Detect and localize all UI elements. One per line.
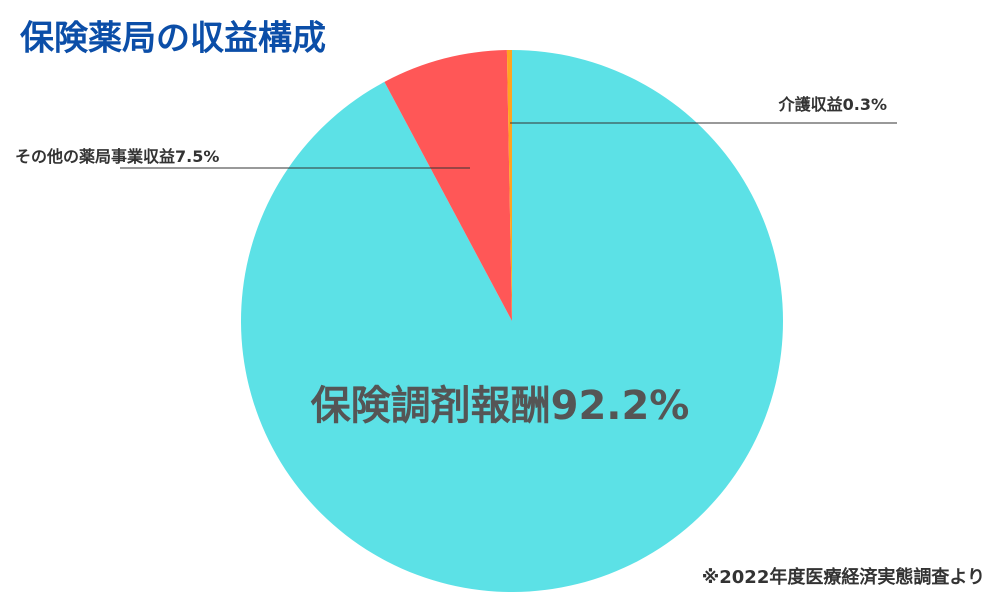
slice-value: 0.3% <box>843 95 887 114</box>
footnote: ※2022年度医療経済実態調査より <box>702 566 985 588</box>
slice-name: その他の薬局事業収益 <box>15 147 175 166</box>
chart-title: 保険薬局の収益構成 <box>20 19 326 59</box>
pie-slice <box>506 50 512 321</box>
slice-value: 7.5% <box>175 147 219 166</box>
slice-value: 92.2% <box>551 383 690 429</box>
pie-slice <box>384 50 512 321</box>
slice-label: 介護収益0.3% <box>778 95 887 114</box>
slice-label: その他の薬局事業収益7.5% <box>15 147 219 166</box>
slice-name: 保険調剤報酬 <box>311 383 551 429</box>
pie-slice <box>240 50 783 592</box>
slice-label: 保険調剤報酬92.2% <box>311 383 690 429</box>
slice-name: 介護収益 <box>778 95 843 114</box>
